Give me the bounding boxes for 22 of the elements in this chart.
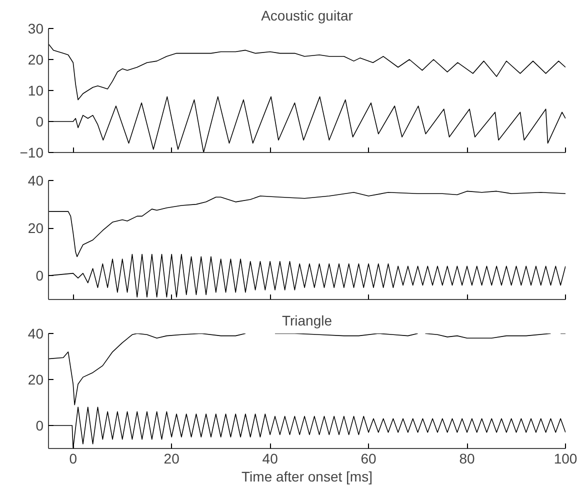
line-series <box>48 190 566 258</box>
y-tick-label: 0 <box>36 268 44 284</box>
y-tick-label: 40 <box>28 172 44 188</box>
y-tick-label: 30 <box>28 20 44 36</box>
y-tick-label: 0 <box>36 418 44 434</box>
x-tick-label: 80 <box>459 450 476 466</box>
chart-title: Triangle <box>282 312 332 328</box>
x-tick-label: 40 <box>262 450 278 466</box>
chart-title: Acoustic guitar <box>261 8 354 24</box>
x-tick-label: 0 <box>69 450 78 466</box>
x-axis-title: Time after onset [ms] <box>242 468 372 484</box>
y-tick-label: 20 <box>28 220 44 236</box>
y-tick-label: 20 <box>28 52 44 68</box>
y-tick-label: −10 <box>20 144 44 160</box>
y-tick-label: 0 <box>36 114 44 130</box>
x-tick-label: 100 <box>554 450 578 466</box>
y-tick-label: 10 <box>28 82 44 98</box>
line-series <box>48 44 566 100</box>
y-tick-label: 20 <box>28 372 44 388</box>
y-tick-label: 40 <box>28 326 44 342</box>
x-tick-label: 20 <box>164 450 180 466</box>
x-tick-label: 60 <box>360 450 377 466</box>
